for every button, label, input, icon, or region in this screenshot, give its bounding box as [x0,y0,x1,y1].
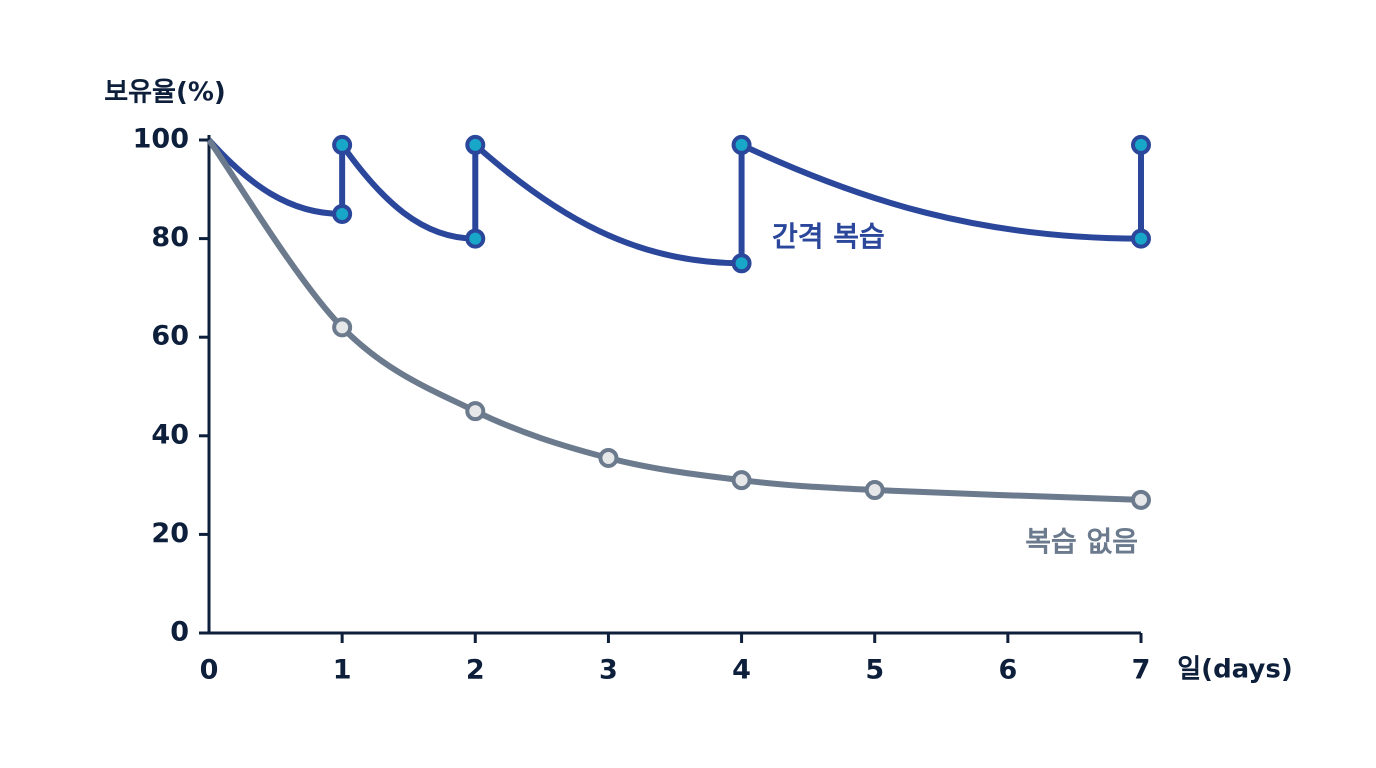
x-tick-label: 7 [1132,655,1151,686]
data-point [465,134,486,155]
series-label: 간격 복습 [772,220,885,253]
data-point [1131,489,1151,510]
x-tick-label: 6 [998,655,1017,686]
x-axis-title: 일(days) [1177,655,1292,685]
data-point [731,253,752,274]
data-point [465,228,486,249]
data-point [465,401,486,422]
x-tick-label: 0 [200,655,219,686]
y-tick-label: 80 [151,222,189,253]
data-point [731,470,752,491]
y-tick-label: 40 [151,419,189,450]
y-axis-title: 보유율(%) [104,78,226,108]
x-tick-label: 3 [599,655,618,686]
x-tick-label: 2 [466,655,485,686]
data-point [731,134,752,155]
data-point [864,480,885,501]
y-tick-label: 60 [151,321,189,352]
series-line [206,137,1144,267]
y-tick-label: 0 [170,617,189,648]
x-tick-label: 1 [333,655,352,686]
y-tick-label: 20 [151,518,189,549]
series-label: 복습 없음 [1025,525,1138,558]
data-point [1131,228,1151,249]
data-point [598,447,619,468]
data-point [332,317,353,338]
data-point [1131,134,1151,155]
x-tick-label: 4 [732,655,751,686]
x-tick-label: 5 [865,655,884,686]
data-point [332,203,353,224]
data-point [332,134,353,155]
y-tick-label: 100 [133,124,189,155]
